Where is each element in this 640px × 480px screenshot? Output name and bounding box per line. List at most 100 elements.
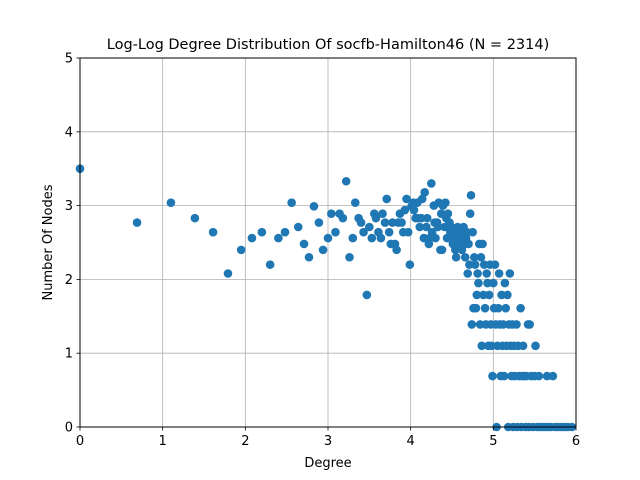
data-point — [548, 371, 558, 381]
data-point — [534, 371, 544, 381]
y-tick-label: 0 — [65, 421, 73, 436]
data-point — [257, 227, 267, 237]
data-point — [437, 245, 447, 255]
data-point — [376, 233, 386, 243]
data-point — [493, 303, 503, 313]
data-point — [500, 278, 510, 288]
data-point — [480, 303, 490, 313]
x-axis-label: Degree — [304, 456, 351, 471]
data-point — [318, 245, 328, 255]
data-point — [380, 218, 390, 227]
data-point — [464, 239, 473, 249]
data-point — [420, 188, 430, 197]
data-point — [392, 245, 401, 255]
data-point — [236, 245, 246, 255]
data-point — [488, 371, 497, 381]
data-point — [405, 260, 415, 269]
data-point — [190, 213, 200, 223]
data-point — [499, 371, 509, 381]
data-point — [166, 198, 176, 207]
data-point — [501, 303, 511, 313]
data-point — [482, 269, 492, 278]
data-point — [427, 179, 436, 188]
data-point — [503, 290, 512, 300]
data-point — [384, 227, 394, 237]
x-axis-ticks: 0 1 2 3 4 5 6 — [76, 427, 580, 449]
x-tick-label: 1 — [159, 434, 167, 449]
y-tick-label: 2 — [65, 273, 73, 288]
data-point — [208, 227, 218, 237]
data-point — [293, 222, 303, 232]
data-point — [512, 320, 521, 329]
data-point — [441, 198, 450, 207]
data-point — [403, 227, 413, 237]
data-point — [476, 252, 486, 262]
data-point — [341, 176, 351, 186]
data-point — [490, 260, 500, 269]
data-point — [367, 233, 377, 243]
data-point — [417, 194, 427, 204]
data-point — [494, 269, 504, 278]
data-point — [409, 205, 419, 215]
data-point — [323, 233, 333, 243]
x-tick-label: 0 — [76, 434, 84, 449]
data-point — [378, 209, 387, 219]
data-point — [531, 341, 540, 351]
data-point — [460, 252, 470, 262]
data-point — [338, 213, 348, 223]
data-point — [422, 222, 431, 232]
data-point — [467, 320, 477, 329]
data-point — [304, 252, 314, 262]
data-point — [473, 269, 482, 278]
data-point — [314, 218, 324, 227]
data-point — [471, 303, 481, 313]
data-point — [348, 233, 358, 243]
data-point — [489, 278, 498, 288]
y-tick-label: 5 — [65, 52, 73, 67]
data-point — [463, 269, 473, 278]
data-point — [309, 202, 319, 211]
y-tick-label: 1 — [65, 347, 73, 362]
data-point — [400, 205, 410, 215]
data-point — [433, 222, 443, 232]
data-point — [274, 233, 283, 243]
data-point — [331, 227, 340, 237]
y-tick-label: 3 — [65, 199, 73, 214]
data-point — [470, 260, 480, 269]
data-point — [382, 194, 391, 204]
data-point — [299, 239, 309, 249]
data-point — [478, 239, 487, 249]
data-point — [465, 209, 475, 219]
data-point — [415, 222, 425, 232]
data-point — [371, 213, 381, 223]
data-point — [345, 252, 354, 262]
x-tick-label: 3 — [324, 434, 332, 449]
data-point — [451, 252, 461, 262]
y-axis-label: Number Of Nodes — [41, 184, 56, 300]
data-point — [484, 290, 494, 300]
data-point — [280, 227, 290, 237]
data-point — [518, 341, 528, 351]
data-point — [431, 233, 440, 243]
chart-title: Log-Log Degree Distribution Of socfb-Ham… — [107, 37, 550, 53]
data-point — [223, 269, 233, 278]
data-point — [466, 190, 476, 200]
x-tick-label: 2 — [241, 434, 249, 449]
x-tick-label: 6 — [572, 434, 580, 449]
data-point — [477, 341, 487, 351]
data-point — [287, 198, 296, 207]
data-point — [505, 269, 515, 278]
data-point — [350, 198, 360, 207]
x-tick-label: 5 — [489, 434, 497, 449]
data-point — [470, 252, 479, 262]
x-tick-label: 4 — [407, 434, 415, 449]
data-point — [365, 222, 374, 232]
data-point — [132, 218, 142, 227]
data-point — [402, 194, 411, 204]
data-point — [397, 218, 406, 227]
data-point — [265, 260, 275, 269]
data-point — [327, 209, 336, 219]
data-point — [362, 290, 372, 300]
